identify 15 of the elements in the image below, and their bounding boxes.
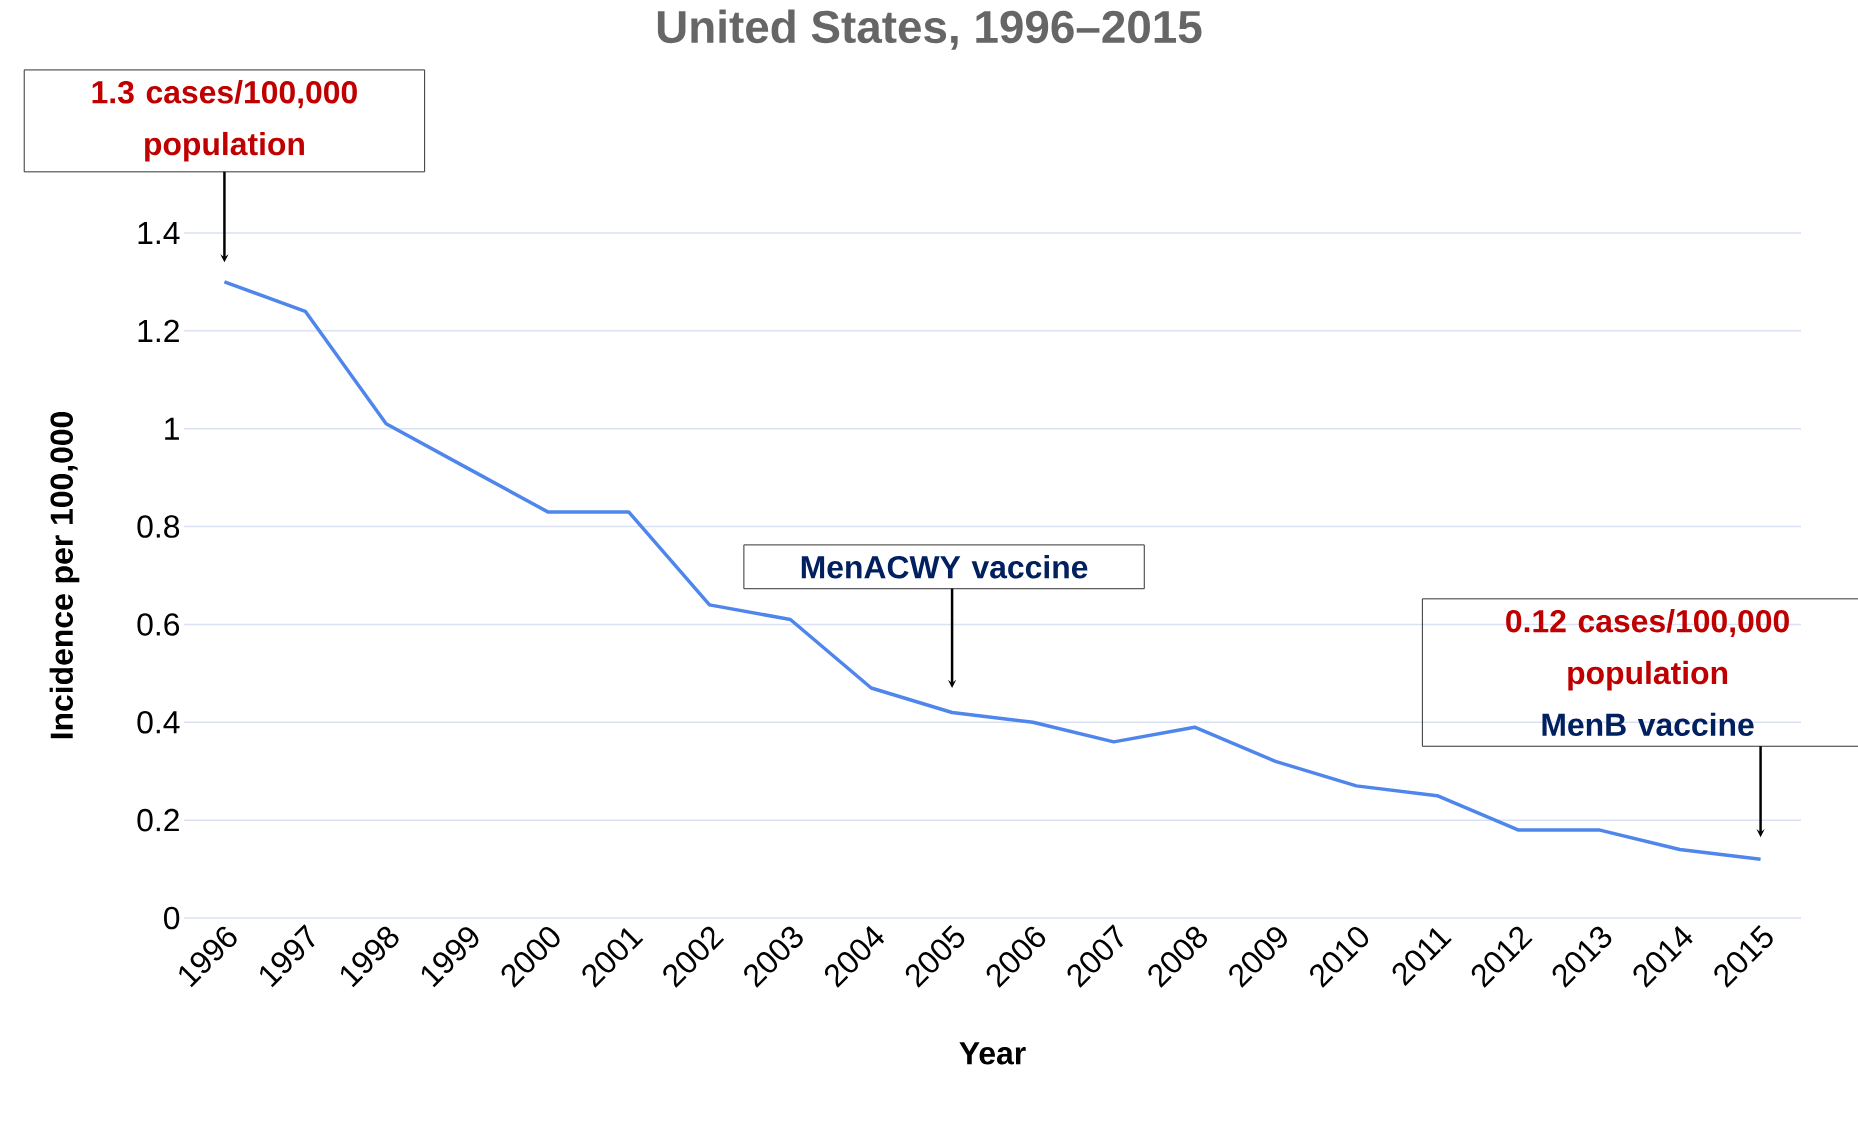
annotation: 0.12 cases/100,000 population xyxy=(1506,609,1789,691)
y-tick-label: 0.6 xyxy=(137,613,180,636)
y-tick-label: 0.2 xyxy=(137,808,179,832)
text: 1.3 cases/100,000 population xyxy=(92,80,357,162)
x-axis-title: Year xyxy=(959,1042,1026,1065)
y-tick-label: 0 xyxy=(164,906,180,930)
y-tick-label: 1 xyxy=(165,417,179,440)
y-axis-title: Incidence per 100,000 xyxy=(49,412,80,739)
y-tick-label: 1.4 xyxy=(138,222,180,244)
y-tick-label: 0.4 xyxy=(137,711,180,734)
annotation: MenB vaccine xyxy=(1542,712,1754,737)
y-tick-label: 0.8 xyxy=(137,515,180,538)
chart-title: United States, 1996–2015 xyxy=(657,9,1202,50)
y-tick-label: 1.2 xyxy=(138,319,179,342)
annotation: MenACWY vaccine xyxy=(801,555,1088,579)
